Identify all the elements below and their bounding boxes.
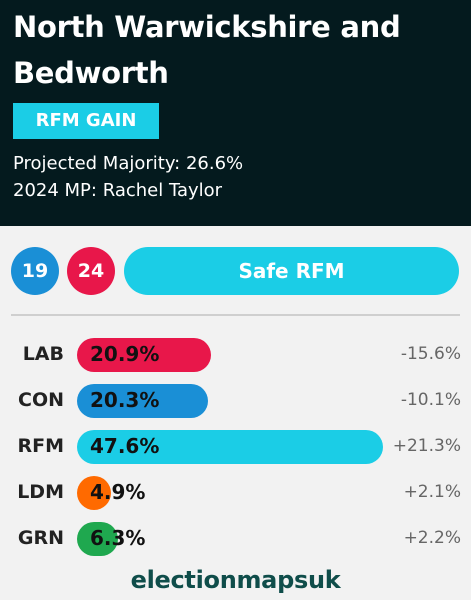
vote-change-value: +21.3%	[392, 436, 461, 456]
brand-logo: electionmapsuk	[130, 566, 341, 594]
result-row: LDM 4.9% +2.1%	[0, 472, 471, 512]
divider	[11, 314, 460, 316]
incumbent-mp: 2024 MP: Rachel Taylor	[13, 180, 223, 201]
vote-share-value: 20.3%	[90, 388, 160, 412]
party-name: RFM	[17, 435, 64, 457]
projected-majority: Projected Majority: 26.6%	[13, 153, 244, 174]
seat-badge-red: 24	[67, 247, 115, 295]
vote-change-value: +2.1%	[403, 482, 461, 502]
party-name: GRN	[17, 527, 64, 549]
result-row: GRN 6.3% +2.2%	[0, 518, 471, 558]
vote-share-bar	[77, 476, 111, 510]
vote-share-bar	[77, 384, 208, 418]
vote-share-bar	[77, 522, 118, 556]
constituency-title: North Warwickshire and Bedworth	[13, 10, 401, 90]
rating-pill: Safe RFM	[124, 247, 459, 295]
vote-change-value: +2.2%	[403, 528, 461, 548]
vote-share-value: 47.6%	[90, 434, 160, 458]
gain-badge: RFM GAIN	[13, 103, 159, 139]
vote-change-value: -15.6%	[400, 344, 461, 364]
party-name: CON	[18, 389, 64, 411]
vote-share-value: 6.3%	[90, 526, 146, 550]
vote-share-bar	[77, 430, 383, 464]
result-row: LAB 20.9% -15.6%	[0, 334, 471, 374]
vote-share-value: 4.9%	[90, 480, 146, 504]
result-row: CON 20.3% -10.1%	[0, 380, 471, 420]
header-panel: North Warwickshire and Bedworth RFM GAIN…	[0, 0, 471, 226]
party-name: LDM	[17, 481, 64, 503]
result-row: RFM 47.6% +21.3%	[0, 426, 471, 466]
party-name: LAB	[22, 343, 64, 365]
seat-badge-blue: 19	[11, 247, 59, 295]
vote-change-value: -10.1%	[400, 390, 461, 410]
vote-share-bar	[77, 338, 212, 372]
vote-share-value: 20.9%	[90, 342, 160, 366]
